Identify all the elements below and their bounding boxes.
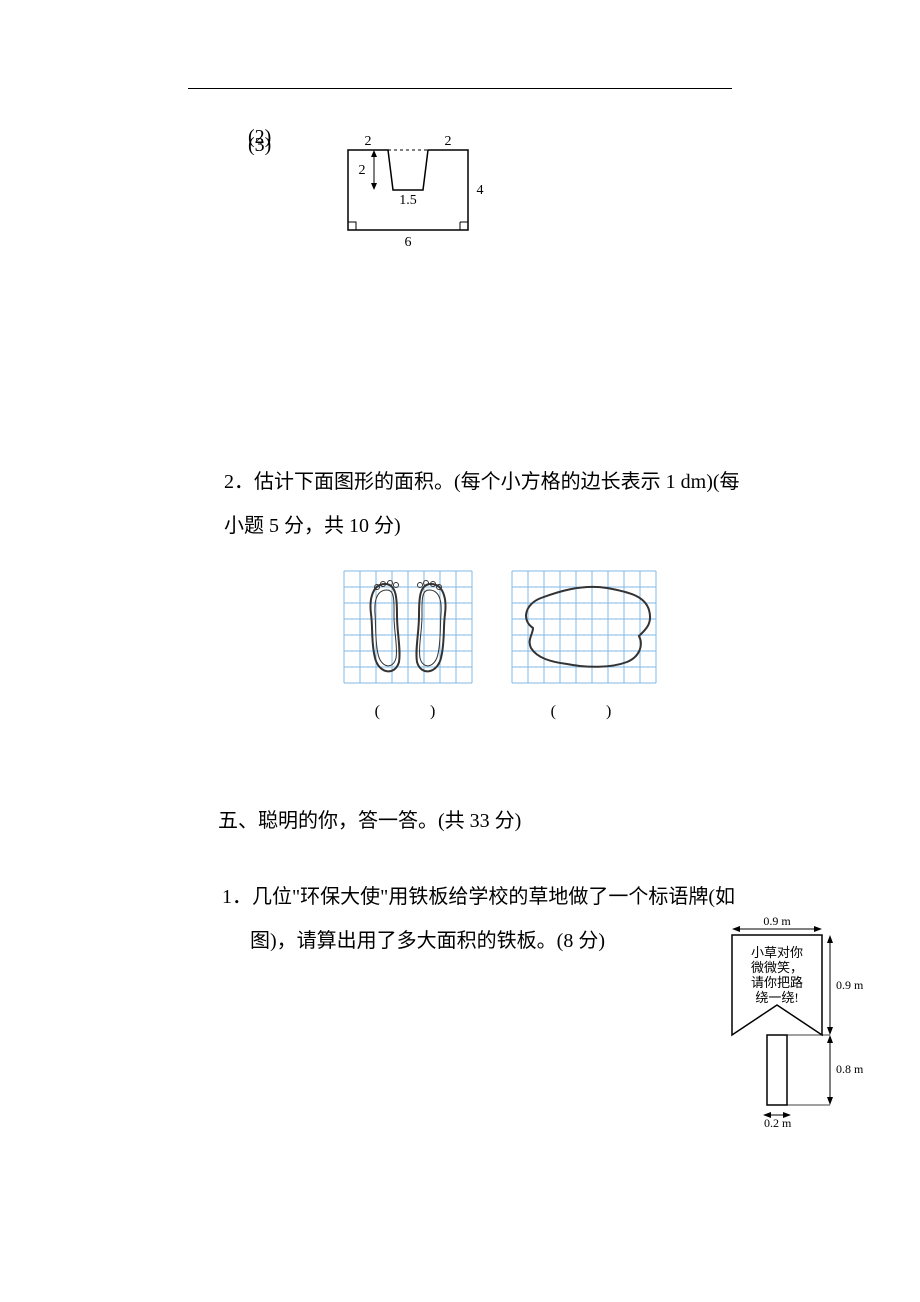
right-angle-bl xyxy=(348,222,356,230)
label-top-left: 2 xyxy=(365,134,372,149)
grid-feet-svg xyxy=(343,570,473,684)
q2-line2: 小题 5 分，共 10 分) xyxy=(224,504,800,548)
notch-h-arrow-down xyxy=(371,183,377,190)
q5-1-qo: " xyxy=(292,886,300,908)
s5-title-a: 五、聪明的你，答一答。 xyxy=(218,810,438,832)
q2-line1: 2．估计下面图形的面积。(每个小方格的边长表示 1 dm)(每 xyxy=(224,460,800,504)
notch-h-arrow-up xyxy=(371,150,377,157)
grid-blob: ( ) xyxy=(511,570,657,729)
signboard-diagram: 0.9 m 小草对你 微微笑， 请你把路 绕一绕! 0.9 m xyxy=(712,917,882,1143)
shape-outline xyxy=(348,150,468,230)
label-right: 4 xyxy=(477,183,484,198)
label-top-right: 2 xyxy=(445,134,452,149)
s5-title-pts: 33 xyxy=(470,810,490,832)
sign-text-3: 请你把路 xyxy=(751,975,803,990)
q2-l1b: (每个小方格的边长表示 xyxy=(454,471,666,493)
part-3-row: (3) 2 2 2 xyxy=(248,130,800,270)
pole-outline xyxy=(767,1035,787,1105)
sign-pole-w-label: 0.2 m xyxy=(764,1116,792,1127)
sign-text-1: 小草对你 xyxy=(751,945,803,960)
sign-pennant-h-label: 0.9 m xyxy=(836,978,864,992)
q2-pts2: 10 xyxy=(349,515,369,537)
part-3-label: (3) xyxy=(248,134,271,157)
q2-pts1: 5 xyxy=(269,515,279,537)
q5-1-l1d: (如 xyxy=(708,886,735,908)
blob-outline xyxy=(526,587,650,667)
q5-1-l2a: 图)，请算出用了多大面积的铁板。 xyxy=(250,930,557,952)
signboard-svg: 0.9 m 小草对你 微微笑， 请你把路 绕一绕! 0.9 m xyxy=(712,917,882,1127)
q5-1-number: 1． xyxy=(222,886,252,908)
right-angle-br xyxy=(460,222,468,230)
s5-title-b: (共 xyxy=(438,810,470,832)
composite-shape-svg: 2 2 2 1.5 4 6 xyxy=(328,130,498,250)
grid-feet: ( ) xyxy=(343,570,473,729)
q2-l1c: )(每 xyxy=(706,471,739,493)
grid-blob-svg xyxy=(511,570,657,684)
section-5-title: 五、聪明的你，答一答。(共 33 分) xyxy=(218,799,800,843)
page: (2) (3) 2 xyxy=(0,0,920,1302)
sign-text-4: 绕一绕! xyxy=(755,990,798,1005)
question-5-1: 1．几位"环保大使"用铁板给学校的草地做了一个标语牌(如 图)，请算出用了多大面… xyxy=(222,875,800,963)
sign-text-2: 微微笑， xyxy=(751,960,803,975)
section-5: 五、聪明的你，答一答。(共 33 分) 1．几位"环保大使"用铁板给学校的草地做… xyxy=(218,799,800,963)
sign-top-width-label: 0.9 m xyxy=(763,917,791,928)
q5-1-l1a: 几位 xyxy=(252,886,292,908)
grid-feet-blank: ( ) xyxy=(375,694,442,729)
q2-number: 2． xyxy=(224,471,254,493)
grid-blob-blank: ( ) xyxy=(551,694,618,729)
q5-1-line1: 1．几位"环保大使"用铁板给学校的草地做了一个标语牌(如 xyxy=(222,875,800,919)
foot-right-inner xyxy=(419,590,441,666)
label-bottom: 6 xyxy=(405,235,412,250)
part-3-diagram: 2 2 2 1.5 4 6 xyxy=(328,130,498,255)
grid-lines-feet xyxy=(344,571,472,683)
foot-left-outline xyxy=(371,584,400,671)
label-notch-bottom: 1.5 xyxy=(399,193,417,208)
foot-right-outline xyxy=(416,584,445,671)
label-notch-h: 2 xyxy=(359,163,366,178)
top-horizontal-rule xyxy=(188,88,732,89)
q2-l2b: 分，共 xyxy=(279,515,349,537)
question-2: 2．估计下面图形的面积。(每个小方格的边长表示 1 dm)(每 小题 5 分，共… xyxy=(220,460,800,729)
q2-l1a: 估计下面图形的面积。 xyxy=(254,471,454,493)
foot-left-inner xyxy=(375,590,397,666)
q5-1-l1b: 环保大使 xyxy=(300,886,380,908)
q2-unit: 1 dm xyxy=(666,471,707,493)
estimation-grids-row: ( ) ( ) xyxy=(200,570,800,729)
s5-title-c: 分) xyxy=(490,810,522,832)
q2-l2a: 小题 xyxy=(224,515,269,537)
q5-1-l1c: 用铁板给学校的草地做了一个标语牌 xyxy=(388,886,708,908)
q5-1-l2b: (8 分) xyxy=(557,930,605,952)
q2-l2c: 分) xyxy=(369,515,401,537)
sign-pole-h-label: 0.8 m xyxy=(836,1062,864,1076)
